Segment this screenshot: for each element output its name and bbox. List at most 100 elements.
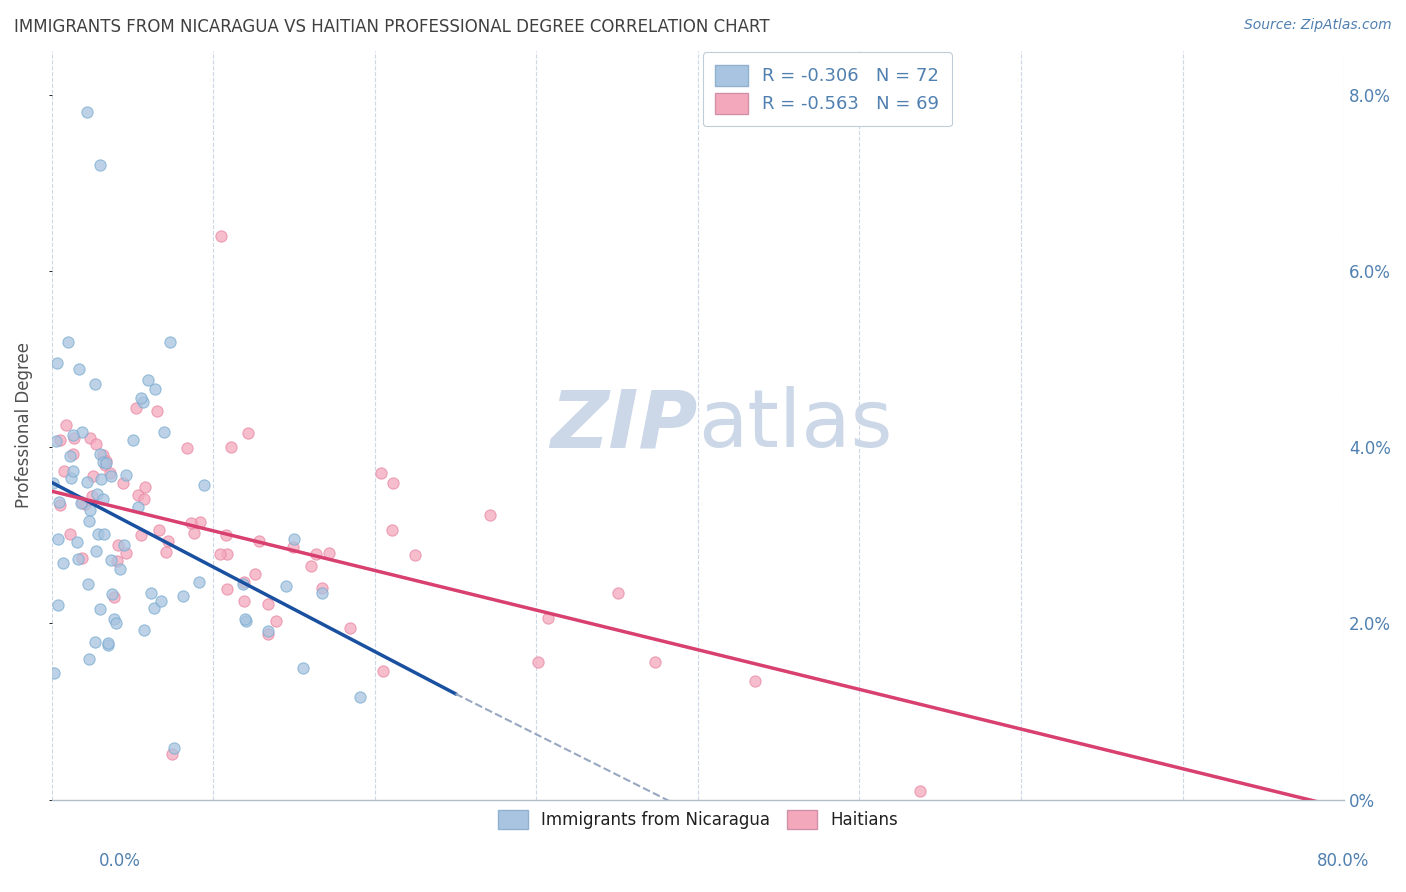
Point — [89, 602, 111, 616]
Point — [104, 615, 127, 630]
Point — [48, 499, 70, 513]
Point — [89, 158, 111, 172]
Point — [404, 548, 426, 562]
Point — [152, 425, 174, 440]
Point — [132, 492, 155, 507]
Point — [187, 574, 209, 589]
Point — [305, 547, 328, 561]
Point — [132, 395, 155, 409]
Point — [89, 447, 111, 461]
Point — [100, 469, 122, 483]
Point — [62, 447, 84, 461]
Point — [110, 562, 132, 576]
Point — [215, 528, 238, 542]
Point — [233, 574, 256, 589]
Point — [381, 523, 404, 537]
Point — [145, 404, 167, 418]
Point — [76, 105, 98, 120]
Point — [257, 627, 280, 641]
Point — [79, 431, 101, 445]
Point — [70, 496, 93, 510]
Text: Source: ZipAtlas.com: Source: ZipAtlas.com — [1244, 18, 1392, 32]
Point — [235, 614, 257, 628]
Point — [122, 433, 145, 447]
Point — [96, 453, 118, 467]
Point — [111, 475, 134, 490]
Point — [42, 476, 65, 491]
Point — [62, 428, 84, 442]
Point — [70, 495, 93, 509]
Point — [55, 418, 77, 433]
Text: 0.0%: 0.0% — [98, 852, 141, 870]
Text: 80.0%: 80.0% — [1316, 852, 1369, 870]
Point — [339, 621, 361, 635]
Point — [52, 464, 75, 478]
Point — [127, 500, 149, 514]
Point — [75, 497, 97, 511]
Point — [80, 489, 103, 503]
Point — [299, 559, 322, 574]
Point — [527, 655, 550, 669]
Point — [52, 556, 75, 570]
Point — [114, 467, 136, 482]
Point — [143, 601, 166, 615]
Point — [478, 508, 501, 522]
Point — [86, 487, 108, 501]
Point — [644, 656, 666, 670]
Text: ZIP: ZIP — [551, 386, 697, 464]
Point — [56, 334, 79, 349]
Point — [134, 479, 156, 493]
Point — [76, 475, 98, 489]
Point — [93, 527, 115, 541]
Point — [148, 524, 170, 538]
Point — [607, 586, 630, 600]
Point — [176, 441, 198, 455]
Point — [193, 478, 215, 492]
Point — [180, 516, 202, 531]
Point — [129, 527, 152, 541]
Point — [82, 469, 104, 483]
Point — [159, 335, 181, 350]
Point — [67, 361, 90, 376]
Y-axis label: Professional Degree: Professional Degree — [15, 343, 32, 508]
Point — [77, 652, 100, 666]
Point — [908, 783, 931, 797]
Point — [91, 448, 114, 462]
Point — [183, 525, 205, 540]
Point — [84, 635, 107, 649]
Point — [145, 382, 167, 396]
Point — [103, 611, 125, 625]
Point — [291, 661, 314, 675]
Point — [114, 546, 136, 560]
Point — [46, 356, 69, 370]
Point — [264, 615, 287, 629]
Point — [209, 228, 232, 243]
Point — [382, 476, 405, 491]
Point — [103, 591, 125, 605]
Point — [257, 597, 280, 611]
Point — [66, 552, 89, 566]
Point — [236, 425, 259, 440]
Point — [125, 401, 148, 416]
Point — [141, 586, 163, 600]
Point — [247, 533, 270, 548]
Point — [188, 515, 211, 529]
Point — [77, 577, 100, 591]
Point — [256, 624, 278, 638]
Point — [149, 594, 172, 608]
Point — [160, 747, 183, 761]
Point — [163, 741, 186, 756]
Point — [45, 434, 67, 448]
Point — [217, 547, 239, 561]
Text: IMMIGRANTS FROM NICARAGUA VS HAITIAN PROFESSIONAL DEGREE CORRELATION CHART: IMMIGRANTS FROM NICARAGUA VS HAITIAN PRO… — [14, 18, 769, 36]
Point — [42, 666, 65, 681]
Point — [127, 488, 149, 502]
Point — [744, 674, 766, 689]
Point — [59, 527, 82, 541]
Point — [100, 553, 122, 567]
Point — [66, 535, 89, 549]
Point — [87, 526, 110, 541]
Point — [100, 587, 122, 601]
Point — [134, 623, 156, 637]
Point — [370, 467, 392, 481]
